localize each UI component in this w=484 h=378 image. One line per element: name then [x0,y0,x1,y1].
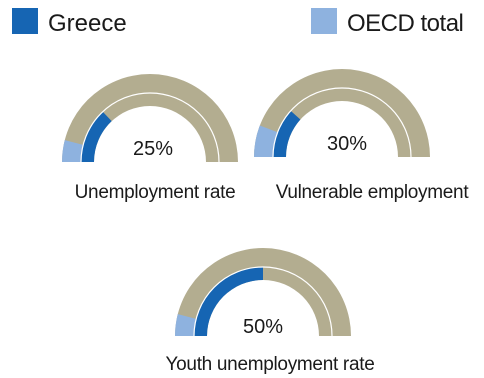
gauge-ring-separator [80,92,220,163]
gauge-youth-unemployment-rate: 50% Youth unemployment rate [166,248,375,375]
legend-swatch-oecd [311,8,337,34]
gauge-center-value: 30% [327,133,367,155]
legend-label-oecd: OECD total [347,10,463,37]
gauge-ring-separator [193,266,333,337]
gauge-oecd-arc [254,125,278,157]
gauge-unemployment-rate: 25% Unemployment rate [61,74,238,203]
gauge-greece-arc [194,267,263,336]
gauge-greece-arc [81,111,112,162]
gauge-track [62,74,238,162]
legend-swatch-greece [12,8,38,34]
gauge-label: Vulnerable employment [276,182,470,203]
gauge-oecd-arc [61,140,84,162]
gauge-oecd-arc [175,314,197,336]
gauge-track [254,69,430,157]
legend: Greece OECD total [12,8,464,37]
gauge-greece-arc [273,110,301,157]
gauge-track [175,248,351,336]
gauge-center-value: 25% [133,138,173,160]
legend-label-greece: Greece [48,10,127,37]
gauge-label: Youth unemployment rate [166,354,375,375]
gauge-label: Unemployment rate [75,182,236,203]
gauge-vulnerable-employment: 30% Vulnerable employment [254,69,470,203]
gauge-ring-separator [272,87,412,158]
gauge-center-value: 50% [243,316,283,338]
